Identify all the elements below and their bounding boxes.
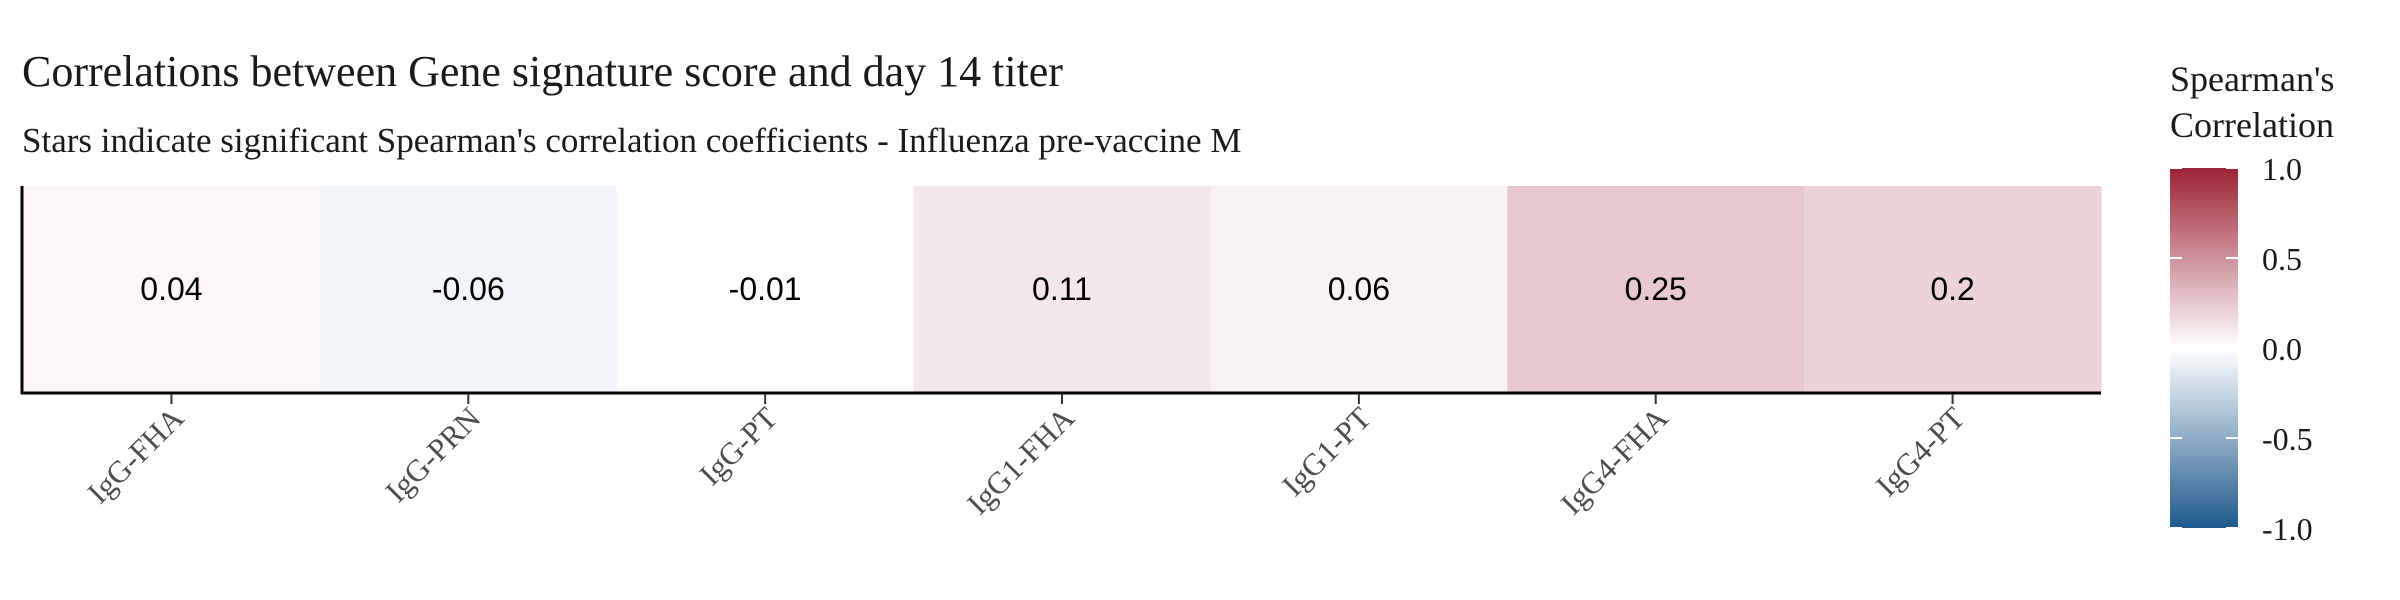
- heatmap-cell-igg-prn: [319, 186, 618, 392]
- x-axis-ticks: [170, 394, 1954, 404]
- x-tick-label-igg-prn: IgG-PRN: [378, 400, 487, 509]
- x-tick-label-igg4-fha: IgG4-FHA: [1554, 400, 1675, 521]
- legend-tick-label-3: -0.5: [2262, 421, 2313, 457]
- value-label-igg-fha: 0.04: [140, 271, 202, 307]
- x-tick-label-igg4-pt: IgG4-PT: [1869, 400, 1972, 503]
- chart-subtitle: Stars indicate significant Spearman's co…: [22, 121, 1241, 160]
- x-tick-label-igg-pt: IgG-PT: [692, 400, 784, 492]
- x-tick-label-igg1-fha: IgG1-FHA: [960, 400, 1081, 521]
- x-axis-tick-labels: IgG-FHA IgG-PRN IgG-PT IgG1-FHA IgG1-PT IgG4-…: [80, 400, 1971, 521]
- value-label-igg-pt: -0.01: [729, 271, 802, 307]
- heatmap-cell-igg4-fha: [1507, 186, 1805, 392]
- color-legend: Spearman's Correlation 1.0 0.5 0.0 -0.5 -1.0: [2170, 59, 2334, 547]
- legend-ticks: 1.0 0.5 0.0 -0.5 -1.0: [2170, 151, 2313, 547]
- x-tick-label-igg1-pt: IgG1-PT: [1275, 400, 1378, 503]
- value-label-igg1-fha: 0.11: [1032, 271, 1092, 307]
- value-label-igg4-fha: 0.25: [1625, 271, 1687, 307]
- legend-tick-label-1: 0.5: [2262, 241, 2302, 277]
- value-label-igg4-pt: 0.2: [1930, 271, 1974, 307]
- heatmap-cell-igg-pt: [616, 186, 915, 392]
- heatmap-cell-igg-fha: [23, 186, 321, 392]
- heatmap-cell-igg1-fha: [913, 186, 1212, 392]
- heatmap-cell-igg1-pt: [1210, 186, 1508, 392]
- chart-title: Correlations between Gene signature scor…: [22, 47, 1063, 96]
- value-labels: 0.04 -0.06 -0.01 0.11 0.06 0.25 0.2: [140, 271, 1975, 307]
- legend-tick-label-4: -1.0: [2262, 511, 2313, 547]
- heatmap-cells: [23, 186, 2102, 392]
- value-label-igg-prn: -0.06: [432, 271, 505, 307]
- legend-tick-label-2: 0.0: [2262, 331, 2302, 367]
- legend-title-line1: Spearman's: [2170, 59, 2334, 99]
- heatmap-cell-igg4-pt: [1804, 186, 2102, 392]
- legend-tick-label-0: 1.0: [2262, 151, 2302, 187]
- value-label-igg1-pt: 0.06: [1328, 271, 1390, 307]
- x-tick-label-igg-fha: IgG-FHA: [80, 400, 190, 510]
- legend-title-line2: Correlation: [2170, 105, 2334, 145]
